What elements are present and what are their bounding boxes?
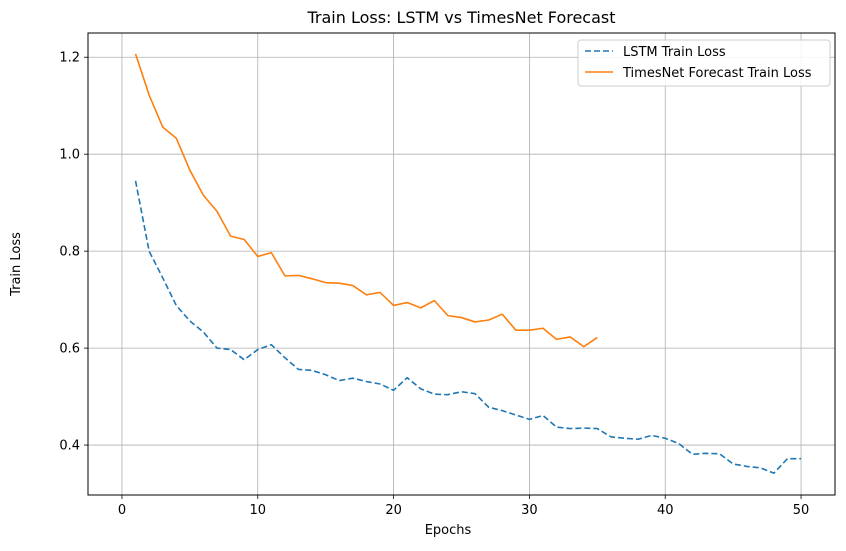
series-line-timesnet [134,53,598,348]
y-tick-label: 0.4 [59,439,80,454]
x-tick-label: 0 [118,503,126,518]
legend-label-lstm: LSTM Train Loss [623,45,726,60]
x-tick-label: 50 [793,503,810,518]
y-axis-label: Train Loss [9,232,24,297]
legend-label-timesnet: TimesNet Forecast Train Loss [622,66,812,81]
plot-frame [87,32,836,496]
y-tick-label: 0.6 [59,342,80,357]
x-tick-label: 40 [657,503,674,518]
y-tick-label: 1.2 [59,51,80,66]
y-tick-label: 0.8 [59,245,80,260]
legend: LSTM Train Loss TimesNet Forecast Train … [577,39,831,87]
legend-box [577,39,831,87]
ticks: 0 10 20 30 40 50 0.4 0.6 0.8 1.0 1.2 [59,51,809,518]
series-line-lstm [134,180,802,474]
series-layer [134,53,802,474]
chart-title: Train Loss: LSTM vs TimesNet Forecast [306,8,615,27]
x-axis-label: Epochs [425,523,472,538]
x-tick-label: 20 [385,503,402,518]
y-tick-label: 1.0 [59,148,80,163]
x-tick-label: 10 [249,503,266,518]
x-tick-label: 30 [521,503,538,518]
